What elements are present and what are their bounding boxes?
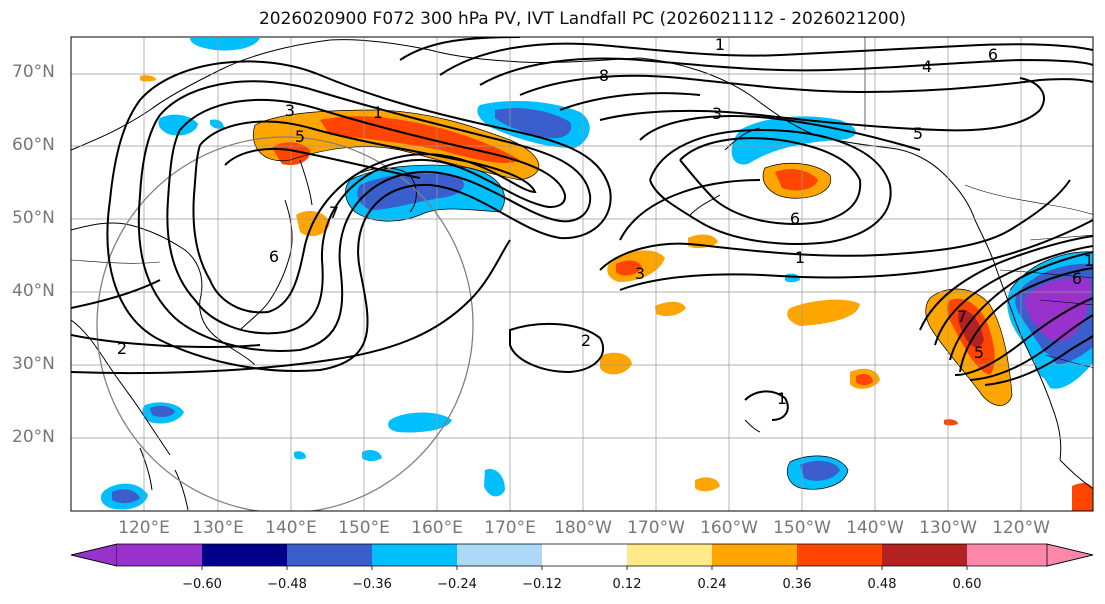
lat-label-70n: 70°N [12,62,55,82]
anomaly-outlines [253,109,1093,490]
map-frame [70,36,1094,512]
lat-label-50n: 50°N [12,208,55,228]
colorbar-tick: −0.60 [182,577,222,592]
colorbar-outline [70,543,1094,567]
contour-label: 2 [581,331,591,350]
lon-label-120e: 120°E [118,518,170,538]
contour-label: 7 [957,307,967,326]
negative-anomaly-fill [100,38,1093,510]
map-area [71,37,1093,511]
contour-label: 6 [988,45,998,64]
contour-label: 5 [974,343,984,362]
range-circle [96,136,474,511]
political-borders [71,37,1093,368]
contour-label: 1 [715,35,725,54]
contour-label: 5 [913,124,923,143]
lon-label-180w: 180°W [554,518,612,538]
colorbar-bin [967,544,1047,566]
colorbar-extend-min [70,543,118,567]
colorbar-bin [202,544,287,566]
lon-label-170w: 170°W [627,518,685,538]
colorbar-tick: 0.12 [612,577,642,592]
contour-label: 1 [373,103,383,122]
lat-label-20n: 20°N [12,427,55,447]
contour-labels: 1 3 5 1 8 4 6 5 3 6 1 3 2 1 7 6 2 5 7 6 … [117,35,1094,408]
colorbar-tick: −0.48 [267,577,307,592]
lon-label-120w: 120°W [992,518,1050,538]
lat-label-60n: 60°N [12,135,55,155]
contour-label: 1 [777,389,787,408]
lon-label-130e: 130°E [192,518,244,538]
colorbar-tick: 0.60 [952,577,982,592]
colorbar-tick: −0.24 [437,577,477,592]
colorbar-tick: 0.24 [697,577,727,592]
colorbar-bin [372,544,457,566]
contour-label: 6 [269,247,279,266]
lon-label-150e: 150°E [338,518,390,538]
colorbar-bin [712,544,797,566]
contour-label: 3 [285,101,295,120]
lat-label-40n: 40°N [12,281,55,301]
colorbar-bin [627,544,712,566]
contour-label: 3 [712,104,722,123]
lon-label-150w: 150°W [773,518,831,538]
colorbar-bin [287,544,372,566]
colorbar-extend-max [1046,543,1094,567]
map-title: 2026020900 F072 300 hPa PV, IVT Landfall… [258,9,906,29]
contour-label: 7 [329,203,339,222]
contour-label: 8 [599,66,609,85]
lon-label-170e: 170°E [484,518,536,538]
lon-label-160w: 160°W [700,518,758,538]
graticule [71,37,1093,511]
contour-label: 4 [922,57,932,76]
colorbar-bin [882,544,967,566]
lon-label-140w: 140°W [846,518,904,538]
colorbar-tick: −0.12 [522,577,562,592]
colorbar-tick: −0.36 [352,577,392,592]
lat-label-30n: 30°N [12,354,55,374]
contour-label: 2 [117,339,127,358]
lon-label-160e: 160°E [411,518,463,538]
contour-label: 5 [295,127,305,146]
contour-label: 1 [795,248,805,267]
colorbar-bin [542,544,627,566]
colorbar-bin [457,544,542,566]
colorbar-tick: 0.36 [782,577,812,592]
contour-label: 6 [790,209,800,228]
colorbar-bin [117,544,202,566]
colorbar [70,543,1094,570]
contour-label: 6 [1072,269,1082,288]
contour-label: 1 [1084,251,1094,270]
contour-label: 3 [635,264,645,283]
lon-label-140e: 140°E [265,518,317,538]
lon-label-130w: 130°W [919,518,977,538]
colorbar-bin [797,544,882,566]
colorbar-tick: 0.48 [867,577,897,592]
pv-contours [71,37,1093,421]
